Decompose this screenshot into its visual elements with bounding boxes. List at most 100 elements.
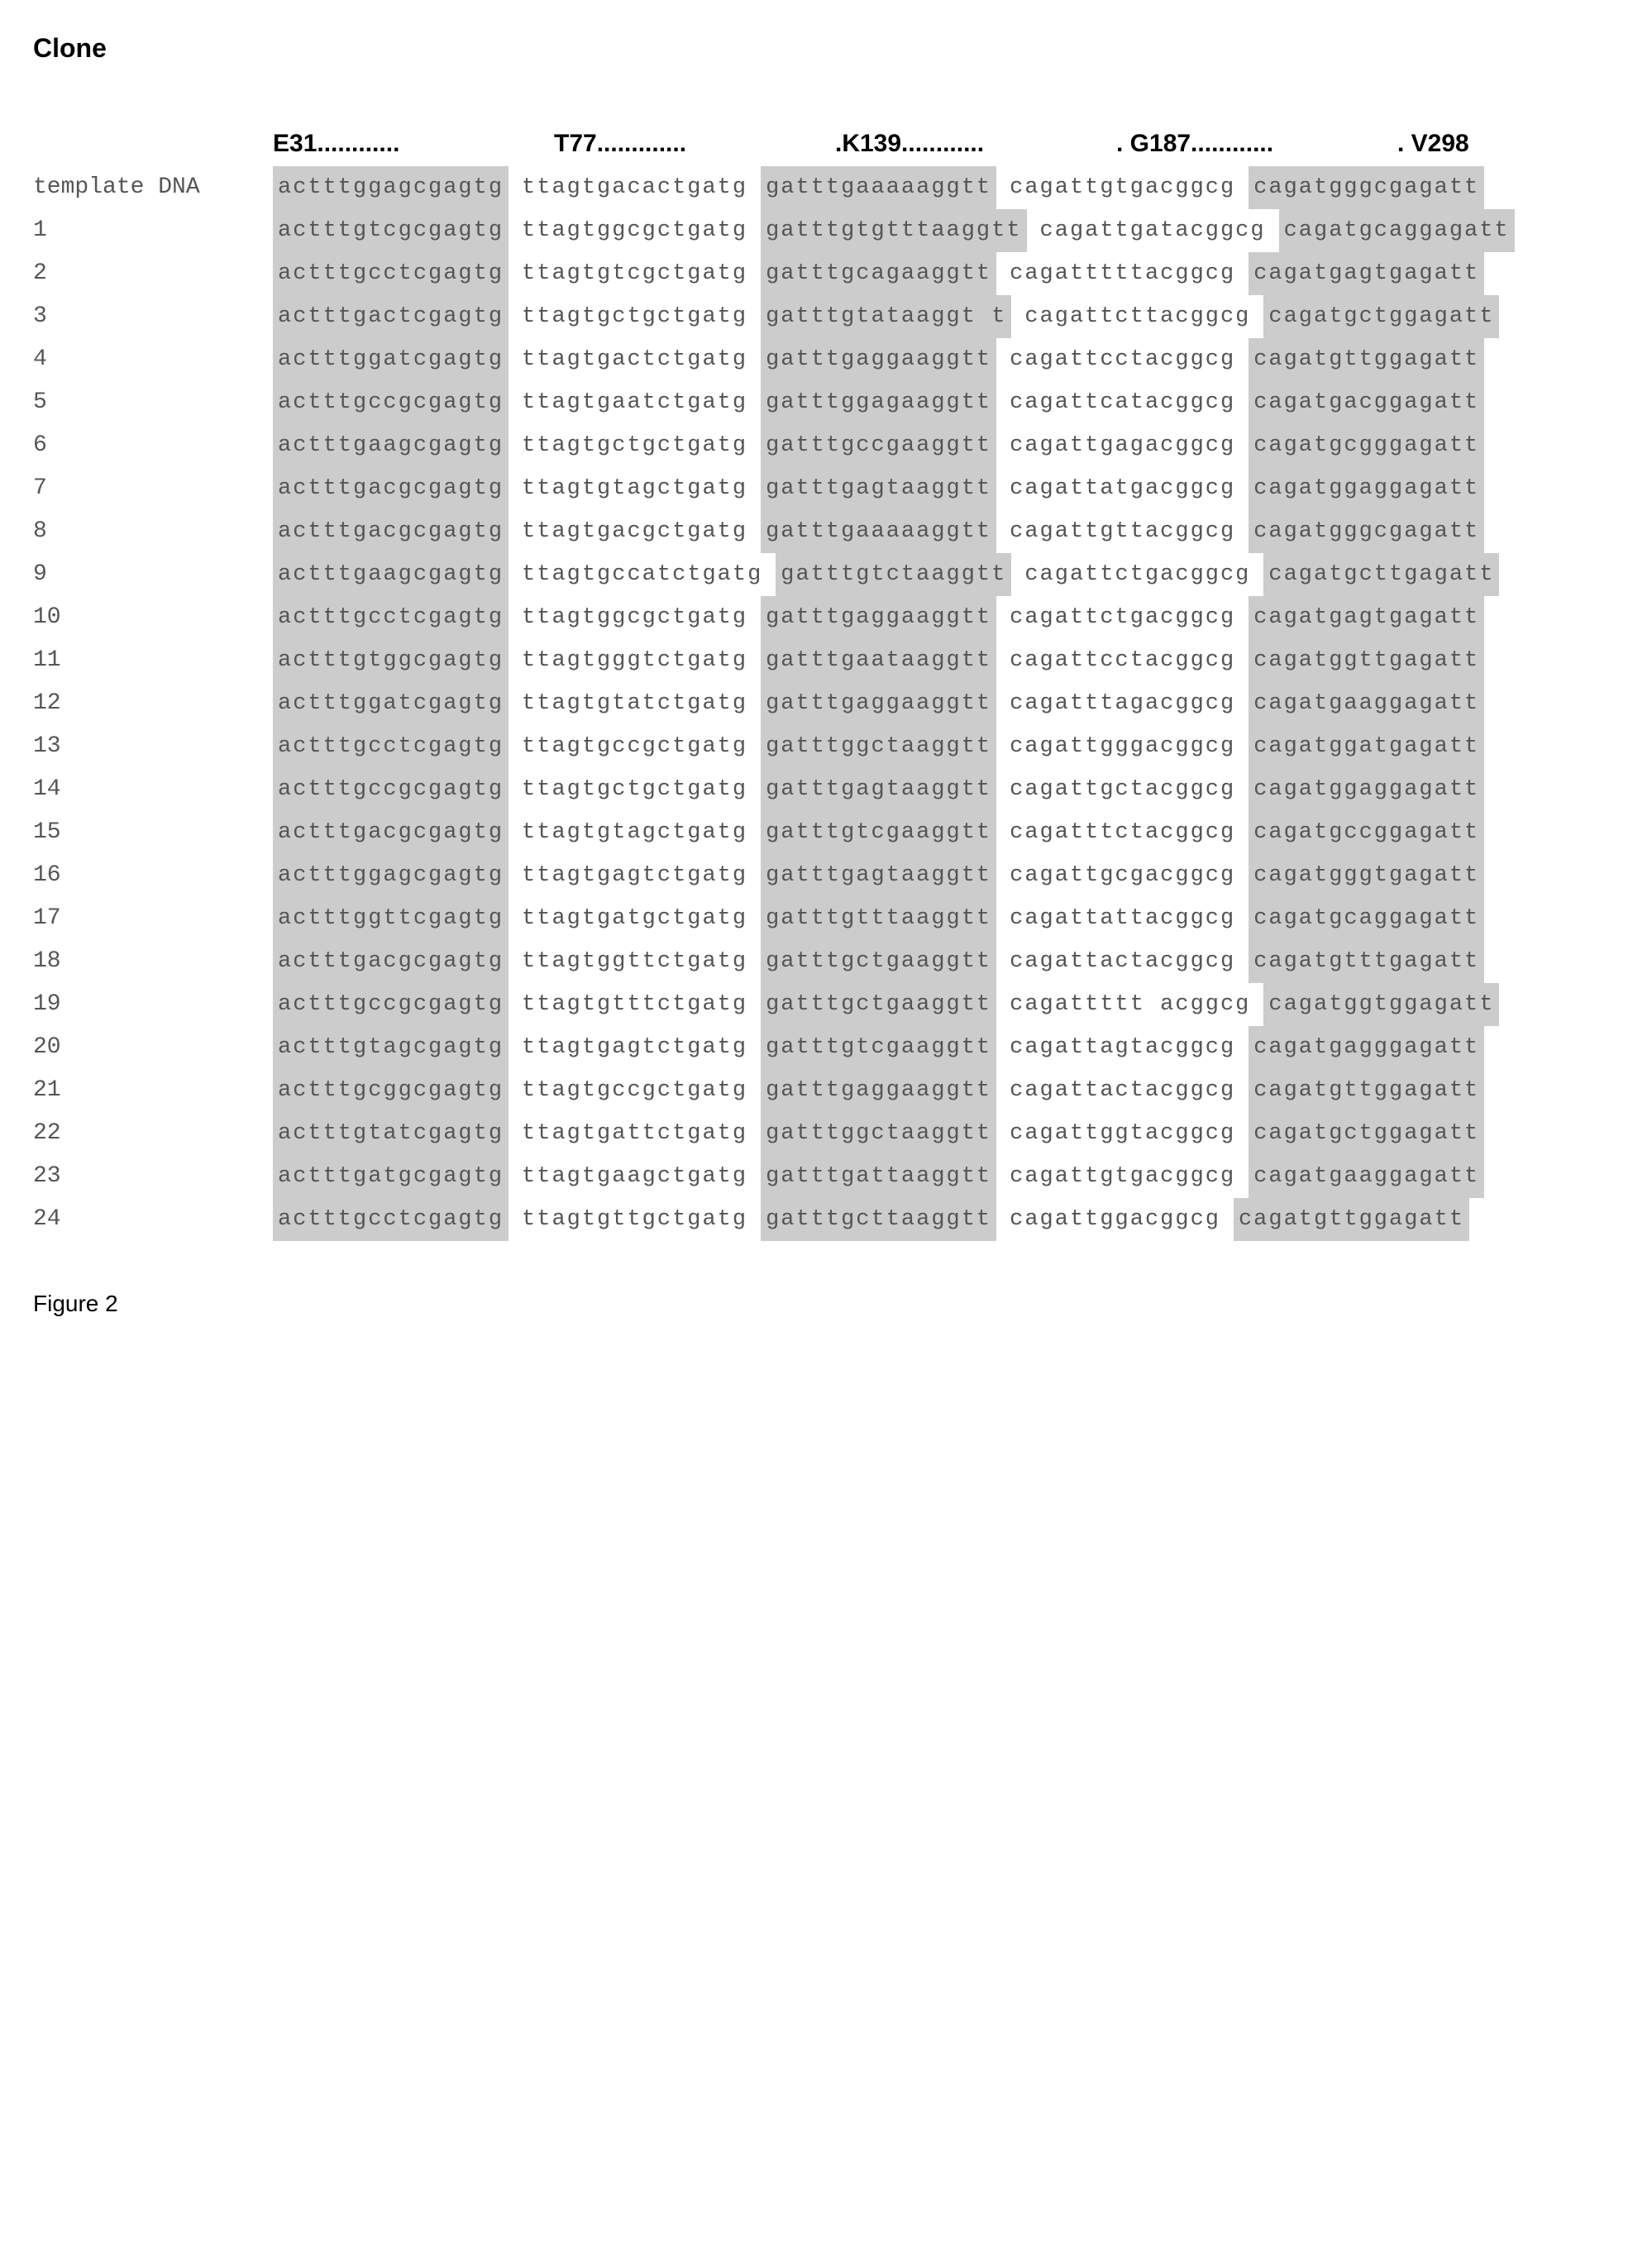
sequence-cell: gatttgaggaaggtt	[761, 682, 996, 725]
sequence-cell: ttagtgccatctgatg	[517, 553, 767, 596]
row-label: 15	[33, 811, 273, 854]
sequence-cell: gatttggagaaggtt	[761, 381, 996, 424]
row-labels-block: template DNA1234567891011121314151617181…	[33, 166, 273, 1241]
sequence-cell: cagatgggtgagatt	[1249, 854, 1484, 897]
sequence-cell: cagattgtgacggcg	[1005, 1155, 1240, 1198]
sequence-cell: cagattcttacggcg	[1019, 295, 1255, 338]
sequence-cell: gatttgtgtttaaggtt	[761, 209, 1026, 252]
sequence-row: actttgtggcgagtgttagtgggtctgatggatttgaata…	[273, 639, 1619, 682]
sequence-cell: actttggttcgagtg	[273, 897, 508, 940]
sequence-cell: ttagtgctgctgatg	[517, 768, 752, 811]
sequence-cell: actttgcggcgagtg	[273, 1069, 508, 1112]
sequence-row: actttgtcgcgagtgttagtggcgctgatggatttgtgtt…	[273, 209, 1619, 252]
sequence-cell: cagatgacggagatt	[1249, 381, 1484, 424]
sequence-cell: ttagtgtagctgatg	[517, 467, 752, 510]
sequence-cell: gatttgagtaaggtt	[761, 768, 996, 811]
sequence-cell: ttagtggcgctgatg	[517, 209, 752, 252]
sequence-cell: gatttgaaaaaggtt	[761, 166, 996, 209]
sequence-cell: cagatgcttgagatt	[1263, 553, 1499, 596]
row-label: 23	[33, 1155, 273, 1198]
sequence-cell: actttgacgcgagtg	[273, 811, 508, 854]
sequence-cell: cagatttttacggcg	[1005, 252, 1240, 295]
row-label: 8	[33, 510, 273, 553]
sequence-cell: ttagtgactctgatg	[517, 338, 752, 381]
sequence-row: actttggatcgagtgttagtgtatctgatggatttgagga…	[273, 682, 1619, 725]
row-label: template DNA	[33, 166, 273, 209]
sequence-cell: actttgaagcgagtg	[273, 553, 508, 596]
sequence-cell: cagatgcgggagatt	[1249, 424, 1484, 467]
sequence-cell: ttagtgctgctgatg	[517, 295, 752, 338]
sequence-cell: cagatgcaggagatt	[1249, 897, 1484, 940]
sequence-cell: cagattcctacggcg	[1005, 639, 1240, 682]
sequence-row: actttggatcgagtgttagtgactctgatggatttgagga…	[273, 338, 1619, 381]
sequence-cell: gatttgaggaaggtt	[761, 338, 996, 381]
sequence-cell: cagattactacggcg	[1005, 1069, 1240, 1112]
sequence-cell: cagattggtacggcg	[1005, 1112, 1240, 1155]
sequence-cell: actttgtagcgagtg	[273, 1026, 508, 1069]
sequence-cell: cagatgttggagatt	[1234, 1198, 1469, 1241]
sequence-cell: cagattgtgacggcg	[1005, 166, 1240, 209]
sequence-cell: cagattgatacggcg	[1035, 209, 1271, 252]
row-label: 17	[33, 897, 273, 940]
row-label: 6	[33, 424, 273, 467]
sequence-cell: gatttgaaaaaggtt	[761, 510, 996, 553]
sequence-cell: gatttgtttaaggtt	[761, 897, 996, 940]
sequence-cell: gatttgcagaaggtt	[761, 252, 996, 295]
sequence-cell: cagatgctggagatt	[1263, 295, 1499, 338]
header-k139: .K139............	[835, 130, 1116, 158]
sequence-cell: cagattgctacggcg	[1005, 768, 1240, 811]
sequence-cell: ttagtgccgctgatg	[517, 725, 752, 768]
sequence-row: actttgacgcgagtgttagtgtagctgatggatttgagta…	[273, 467, 1619, 510]
sequence-row: actttgcctcgagtgttagtgtcgctgatggatttgcaga…	[273, 252, 1619, 295]
sequence-cell: actttgcctcgagtg	[273, 1198, 508, 1241]
sequence-cell: ttagtgacgctgatg	[517, 510, 752, 553]
sequence-row: actttggagcgagtgttagtgacactgatggatttgaaaa…	[273, 166, 1619, 209]
row-label: 13	[33, 725, 273, 768]
sequence-cell: ttagtgtcgctgatg	[517, 252, 752, 295]
sequence-cell: ttagtgaatctgatg	[517, 381, 752, 424]
sequence-cell: cagattcctacggcg	[1005, 338, 1240, 381]
sequence-cell: cagattgttacggcg	[1005, 510, 1240, 553]
row-label: 4	[33, 338, 273, 381]
sequence-cell: cagatgagtgagatt	[1249, 252, 1484, 295]
sequence-row: actttgactcgagtgttagtgctgctgatggatttgtata…	[273, 295, 1619, 338]
sequence-row: actttggagcgagtgttagtgagtctgatggatttgagta…	[273, 854, 1619, 897]
sequence-cell: ttagtgaagctgatg	[517, 1155, 752, 1198]
sequence-cell: actttggagcgagtg	[273, 166, 508, 209]
row-label: 24	[33, 1198, 273, 1241]
sequence-cell: cagatgaaggagatt	[1249, 1155, 1484, 1198]
sequence-cell: actttgcctcgagtg	[273, 252, 508, 295]
sequence-cell: cagatgagtgagatt	[1249, 596, 1484, 639]
sequence-cell: cagatggatgagatt	[1249, 725, 1484, 768]
sequence-cell: cagatgctggagatt	[1249, 1112, 1484, 1155]
sequence-cell: gatttgaataaggtt	[761, 639, 996, 682]
sequence-cell: actttgtggcgagtg	[273, 639, 508, 682]
sequence-row: actttgcggcgagtgttagtgccgctgatggatttgagga…	[273, 1069, 1619, 1112]
sequence-cell: cagattttt acggcg	[1005, 983, 1255, 1026]
row-label: 12	[33, 682, 273, 725]
sequence-row: actttgacgcgagtgttagtgtagctgatggatttgtcga…	[273, 811, 1619, 854]
sequence-cell: ttagtggcgctgatg	[517, 596, 752, 639]
sequence-row: actttgacgcgagtgttagtgacgctgatggatttgaaaa…	[273, 510, 1619, 553]
row-label: 5	[33, 381, 273, 424]
sequence-cell: cagatggtggagatt	[1263, 983, 1499, 1026]
sequence-cell: ttagtgatgctgatg	[517, 897, 752, 940]
sequence-cell: cagatgccggagatt	[1249, 811, 1484, 854]
sequence-cell: cagattcatacggcg	[1005, 381, 1240, 424]
sequence-cell: cagatttagacggcg	[1005, 682, 1240, 725]
row-label: 21	[33, 1069, 273, 1112]
sequence-cell: cagatgggcgagatt	[1249, 166, 1484, 209]
sequence-cell: actttgactcgagtg	[273, 295, 508, 338]
sequence-cell: actttgaagcgagtg	[273, 424, 508, 467]
clone-title: Clone	[33, 33, 1619, 64]
sequence-cell: ttagtgattctgatg	[517, 1112, 752, 1155]
sequence-cell: cagattgcgacggcg	[1005, 854, 1240, 897]
sequence-cell: gatttggctaaggtt	[761, 725, 996, 768]
row-label: 9	[33, 553, 273, 596]
sequence-cell: actttgtatcgagtg	[273, 1112, 508, 1155]
sequence-cell: cagattactacggcg	[1005, 940, 1240, 983]
sequence-row: actttgtagcgagtgttagtgagtctgatggatttgtcga…	[273, 1026, 1619, 1069]
sequence-cell: gatttgctgaaggtt	[761, 940, 996, 983]
row-label: 11	[33, 639, 273, 682]
sequence-row: actttgaagcgagtgttagtgccatctgatggatttgtct…	[273, 553, 1619, 596]
